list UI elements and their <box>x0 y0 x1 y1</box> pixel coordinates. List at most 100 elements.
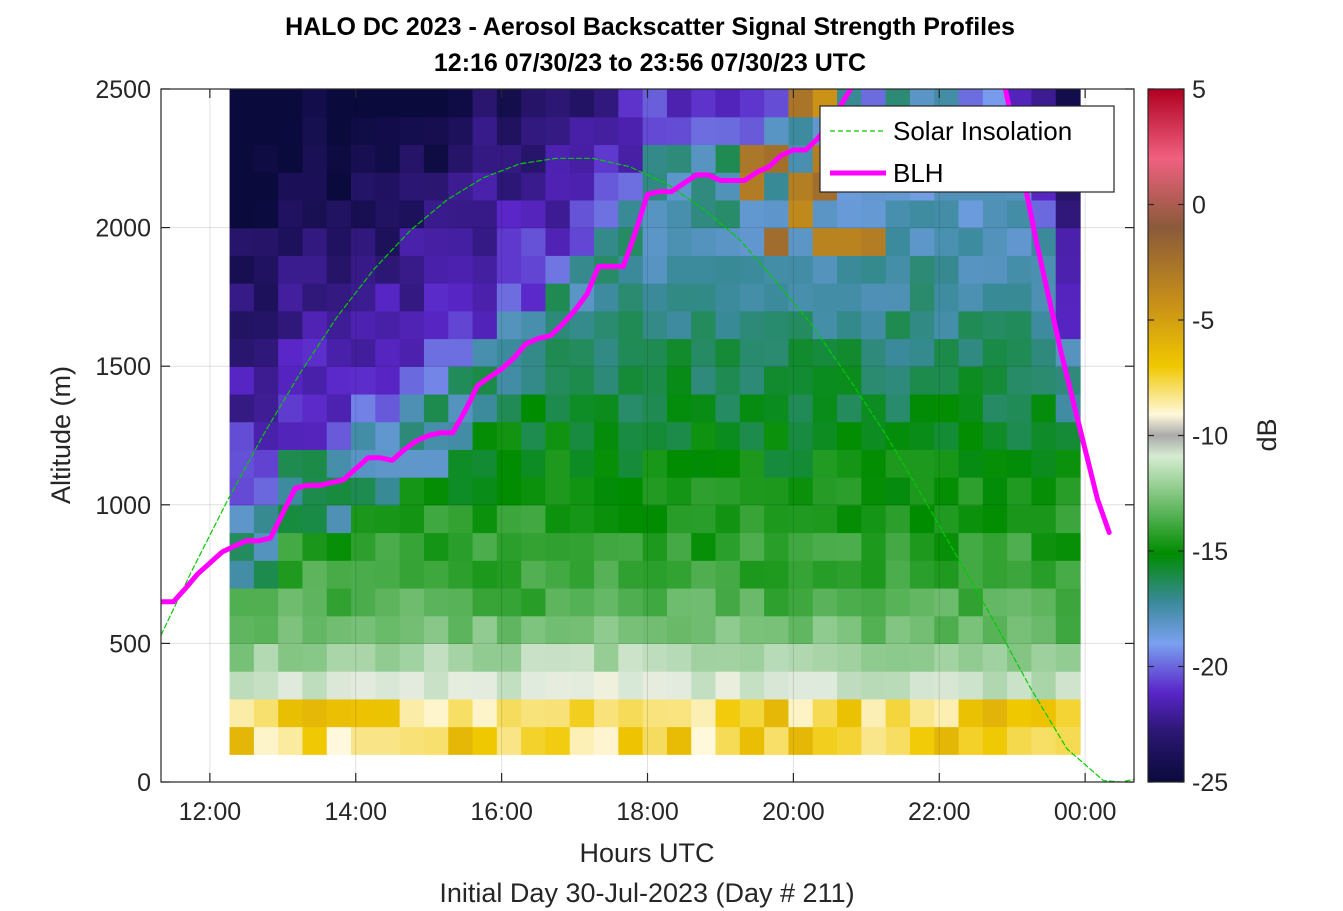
heatmap-cell <box>618 532 644 561</box>
heatmap-cell <box>569 615 595 644</box>
heatmap-cell <box>399 615 425 644</box>
heatmap-cell <box>278 393 304 423</box>
heatmap-cell <box>399 255 425 284</box>
heatmap-cell <box>788 587 814 617</box>
heatmap-cell <box>764 116 790 146</box>
heatmap-cell <box>715 255 741 284</box>
heatmap-cell <box>861 338 887 367</box>
heatmap-cell <box>666 532 692 561</box>
heatmap-cell <box>812 338 838 367</box>
heatmap-cell <box>594 366 619 395</box>
heatmap-cell <box>423 560 449 589</box>
heatmap-cell <box>691 726 717 755</box>
heatmap-cell <box>496 643 522 672</box>
heatmap-cell <box>642 504 668 534</box>
heatmap-cell <box>837 560 862 589</box>
heatmap-cell <box>351 643 376 672</box>
heatmap-cell <box>423 504 449 534</box>
heatmap-cell <box>375 504 401 534</box>
heatmap-cell <box>326 227 352 256</box>
heatmap-cell <box>812 255 838 284</box>
heatmap-cell <box>715 449 741 478</box>
heatmap-cell <box>812 587 838 617</box>
heatmap-cell <box>788 310 814 340</box>
heatmap-cell <box>764 477 790 506</box>
heatmap-cell <box>764 421 790 450</box>
heatmap-cell <box>375 310 401 340</box>
heatmap-cell <box>326 587 352 617</box>
heatmap-cell <box>253 283 279 312</box>
heatmap-cell <box>496 671 522 700</box>
heatmap-cell <box>521 532 547 561</box>
heatmap-cell <box>715 504 741 534</box>
heatmap-cell <box>812 310 838 340</box>
heatmap-cell <box>958 449 984 478</box>
heatmap-cell <box>472 504 498 534</box>
heatmap-cell <box>229 283 255 312</box>
heatmap-cell <box>909 255 935 284</box>
heatmap-cell <box>496 393 522 423</box>
heatmap-cell <box>909 338 935 367</box>
heatmap-cell <box>375 393 401 423</box>
heatmap-cell <box>423 116 449 146</box>
heatmap-cell <box>351 116 376 146</box>
heatmap-cell <box>788 255 814 284</box>
heatmap-cell <box>496 726 522 755</box>
heatmap-cell <box>399 172 425 201</box>
heatmap-cell <box>934 477 960 506</box>
heatmap-cell <box>909 615 935 644</box>
heatmap-cell <box>1031 366 1057 395</box>
colorbar-tick-label: 0 <box>1192 192 1206 220</box>
heatmap-cell <box>618 255 644 284</box>
heatmap-cell <box>958 615 984 644</box>
heatmap-cell <box>666 393 692 423</box>
heatmap-cell <box>885 199 911 229</box>
heatmap-cell <box>642 698 668 728</box>
heatmap-cell <box>423 89 449 118</box>
heatmap-cell <box>496 477 522 506</box>
heatmap-cell <box>642 227 668 256</box>
heatmap-cell <box>909 283 935 312</box>
heatmap-cell <box>715 283 741 312</box>
heatmap-cell <box>764 532 790 561</box>
heatmap-cell <box>739 366 765 395</box>
legend-label-blh: BLH <box>893 158 944 188</box>
heatmap-cell <box>302 172 328 201</box>
heatmap-cell <box>715 698 741 728</box>
heatmap-cell <box>958 504 984 534</box>
heatmap-cell <box>642 477 668 506</box>
heatmap-cell <box>351 144 376 173</box>
heatmap-cell <box>423 643 449 672</box>
heatmap-cell <box>399 199 425 229</box>
heatmap-cell <box>496 532 522 561</box>
heatmap-cell <box>545 283 571 312</box>
heatmap-cell <box>278 366 304 395</box>
heatmap-cell <box>594 421 619 450</box>
heatmap-cell <box>326 199 352 229</box>
heatmap-cell <box>764 560 790 589</box>
heatmap-cell <box>302 449 328 478</box>
heatmap-cell <box>642 421 668 450</box>
heatmap-cell <box>691 338 717 367</box>
heatmap-cell <box>812 227 838 256</box>
heatmap-cell <box>472 587 498 617</box>
heatmap-cell <box>812 199 838 229</box>
heatmap-cell <box>545 615 571 644</box>
heatmap-cell <box>837 532 862 561</box>
heatmap-cell <box>326 698 352 728</box>
heatmap-cell <box>715 172 741 201</box>
heatmap-cell <box>496 587 522 617</box>
heatmap-cell <box>375 560 401 589</box>
heatmap-cell <box>594 532 619 561</box>
colorbar-tick-label: -10 <box>1192 423 1228 451</box>
heatmap-cell <box>545 532 571 561</box>
heatmap-cell <box>399 393 425 423</box>
heatmap-cell <box>837 726 862 755</box>
heatmap-cell <box>278 587 304 617</box>
heatmap-cell <box>423 172 449 201</box>
heatmap-cell <box>375 698 401 728</box>
heatmap-cell <box>253 227 279 256</box>
colorbar-tick-label: -5 <box>1192 307 1214 335</box>
heatmap-cell <box>1007 726 1033 755</box>
heatmap-cell <box>837 393 862 423</box>
